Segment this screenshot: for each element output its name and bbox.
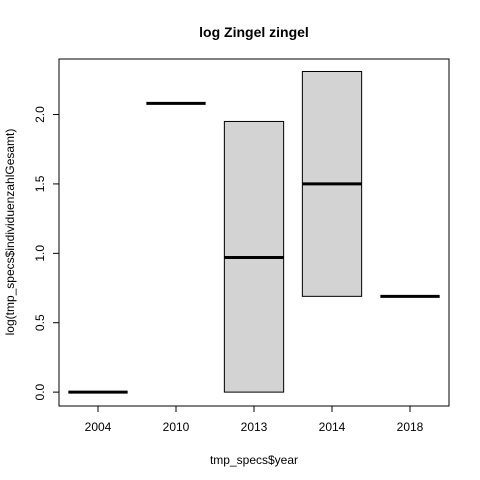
x-tick-label-2004: 2004 [85, 420, 112, 434]
y-tick-label: 0.0 [33, 383, 47, 400]
x-axis-label: tmp_specs$year [210, 453, 298, 467]
y-tick-label: 0.5 [33, 314, 47, 331]
y-tick-label: 1.0 [33, 245, 47, 262]
chart-title: log Zingel zingel [199, 24, 309, 40]
y-axis-label: log(tmp_specs$individuenzahlGesamt) [3, 129, 17, 336]
x-tick-label-2013: 2013 [241, 420, 268, 434]
x-tick-label-2018: 2018 [397, 420, 424, 434]
y-tick-label: 2.0 [33, 106, 47, 123]
x-ticks-group: 2004 2010 2013 2014 2018 [85, 406, 424, 434]
y-tick-label: 1.5 [33, 175, 47, 192]
boxes-group [68, 70, 440, 394]
x-tick-label-2014: 2014 [319, 420, 346, 434]
x-tick-label-2010: 2010 [163, 420, 190, 434]
y-ticks-group: 0.0 0.5 1.0 1.5 2.0 [33, 106, 59, 400]
